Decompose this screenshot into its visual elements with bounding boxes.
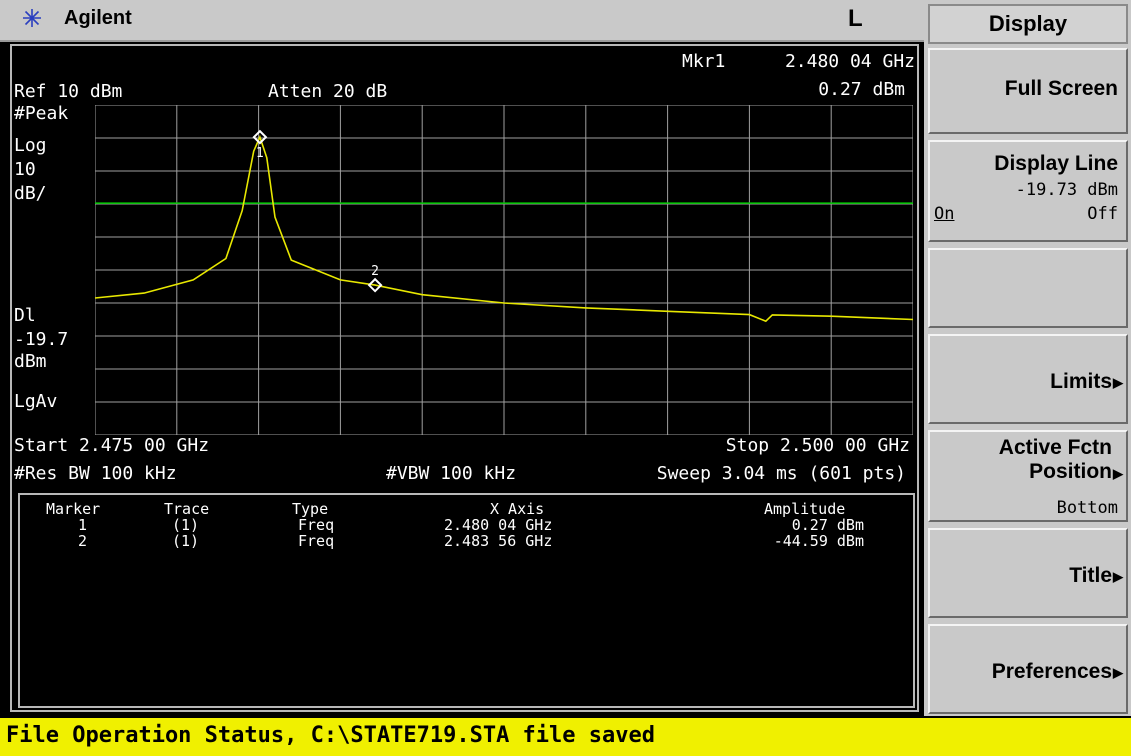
scale-value: 10 xyxy=(14,159,36,180)
display-line-on-option: On xyxy=(934,204,955,224)
marker-label: Mkr1 xyxy=(682,51,726,72)
display-line-key-value: -19.73 dBm xyxy=(1015,180,1118,200)
trace-1 xyxy=(95,134,913,323)
table-row-2-trace: (1) xyxy=(172,532,200,550)
marker-diamond-icon xyxy=(367,277,383,293)
full-screen-label: Full Screen xyxy=(1004,77,1118,100)
table-row-1-type: Freq xyxy=(298,516,335,534)
blank-softkey[interactable] xyxy=(928,248,1128,328)
resolution-bandwidth: #Res BW 100 kHz xyxy=(14,463,177,484)
limits-button[interactable]: Limits ▶ xyxy=(928,334,1128,424)
scale-unit: dB/ xyxy=(14,183,47,204)
full-screen-button[interactable]: Full Screen xyxy=(928,48,1128,134)
status-bar: File Operation Status, C:\STATE719.STA f… xyxy=(0,718,1131,756)
video-bandwidth: #VBW 100 kHz xyxy=(386,463,517,484)
reference-level: Ref 10 dBm xyxy=(14,81,123,102)
title-bar: Agilent L xyxy=(0,0,924,42)
display-line-button[interactable]: Display Line -19.73 dBm On Off xyxy=(928,140,1128,242)
agilent-spark-icon xyxy=(23,9,41,27)
active-function-position-label: Active Fctn Position xyxy=(998,436,1112,483)
submenu-arrow-icon: ▶ xyxy=(1113,665,1123,680)
scale-type: Log xyxy=(14,135,47,156)
status-message: File Operation Status, C:\STATE719.STA f… xyxy=(6,723,656,748)
marker-diamond-icon xyxy=(252,129,268,145)
local-indicator: L xyxy=(848,5,863,32)
analyzer-screen xyxy=(10,44,919,712)
preferences-label: Preferences xyxy=(991,660,1112,683)
display-line-unit: dBm xyxy=(14,351,47,372)
brand-name: Agilent xyxy=(64,7,132,29)
table-header-x-axis: X Axis xyxy=(490,500,545,518)
stop-frequency: Stop 2.500 00 GHz xyxy=(725,435,910,456)
preferences-button[interactable]: Preferences ▶ xyxy=(928,624,1128,714)
table-row-1-x-axis: 2.480 04 GHz xyxy=(444,516,553,534)
marker-number-label: 1 xyxy=(256,146,264,161)
title-button[interactable]: Title ▶ xyxy=(928,528,1128,618)
title-label: Title xyxy=(1069,564,1112,587)
table-row-1-amplitude: 0.27 dBm xyxy=(791,516,864,534)
marker-frequency: 2.480 04 GHz xyxy=(784,51,915,72)
display-line-label: Dl xyxy=(14,305,36,326)
display-line-key-label: Display Line xyxy=(994,152,1118,175)
table-header-trace: Trace xyxy=(164,500,210,518)
average-type: LgAv xyxy=(14,391,58,412)
marker-number-label: 2 xyxy=(371,264,379,279)
attenuation: Atten 20 dB xyxy=(268,81,388,102)
active-function-position-value: Bottom xyxy=(1056,498,1118,518)
table-row-1-trace: (1) xyxy=(172,516,200,534)
table-row-2-type: Freq xyxy=(298,532,335,550)
display-line-value: -19.7 xyxy=(14,329,69,350)
table-row-1-marker: 1 xyxy=(78,516,88,534)
table-row-2-x-axis: 2.483 56 GHz xyxy=(444,532,553,550)
submenu-arrow-icon: ▶ xyxy=(1113,466,1123,481)
submenu-arrow-icon: ▶ xyxy=(1113,375,1123,390)
softkey-menu: Display Full Screen Display Line -19.73 … xyxy=(924,0,1131,716)
sweep-time: Sweep 3.04 ms (601 pts) xyxy=(656,463,906,484)
active-function-position-button[interactable]: Active Fctn Position ▶ Bottom xyxy=(928,430,1128,522)
table-header-marker: Marker xyxy=(46,500,101,518)
detector-label: #Peak xyxy=(14,103,69,124)
menu-title: Display xyxy=(928,4,1128,44)
table-row-2-amplitude: -44.59 dBm xyxy=(773,532,864,550)
limits-label: Limits xyxy=(1050,370,1112,393)
marker-amplitude: 0.27 dBm xyxy=(818,79,905,100)
trace-graticule: 12 xyxy=(95,105,913,435)
start-frequency: Start 2.475 00 GHz xyxy=(14,435,210,456)
display-line-off-option: Off xyxy=(1087,204,1118,224)
marker-table: Marker Trace Type X Axis Amplitude 1 (1)… xyxy=(18,493,915,708)
table-header-amplitude: Amplitude xyxy=(764,500,846,518)
table-row-2-marker: 2 xyxy=(78,532,88,550)
table-header-type: Type xyxy=(292,500,329,518)
submenu-arrow-icon: ▶ xyxy=(1113,569,1123,584)
